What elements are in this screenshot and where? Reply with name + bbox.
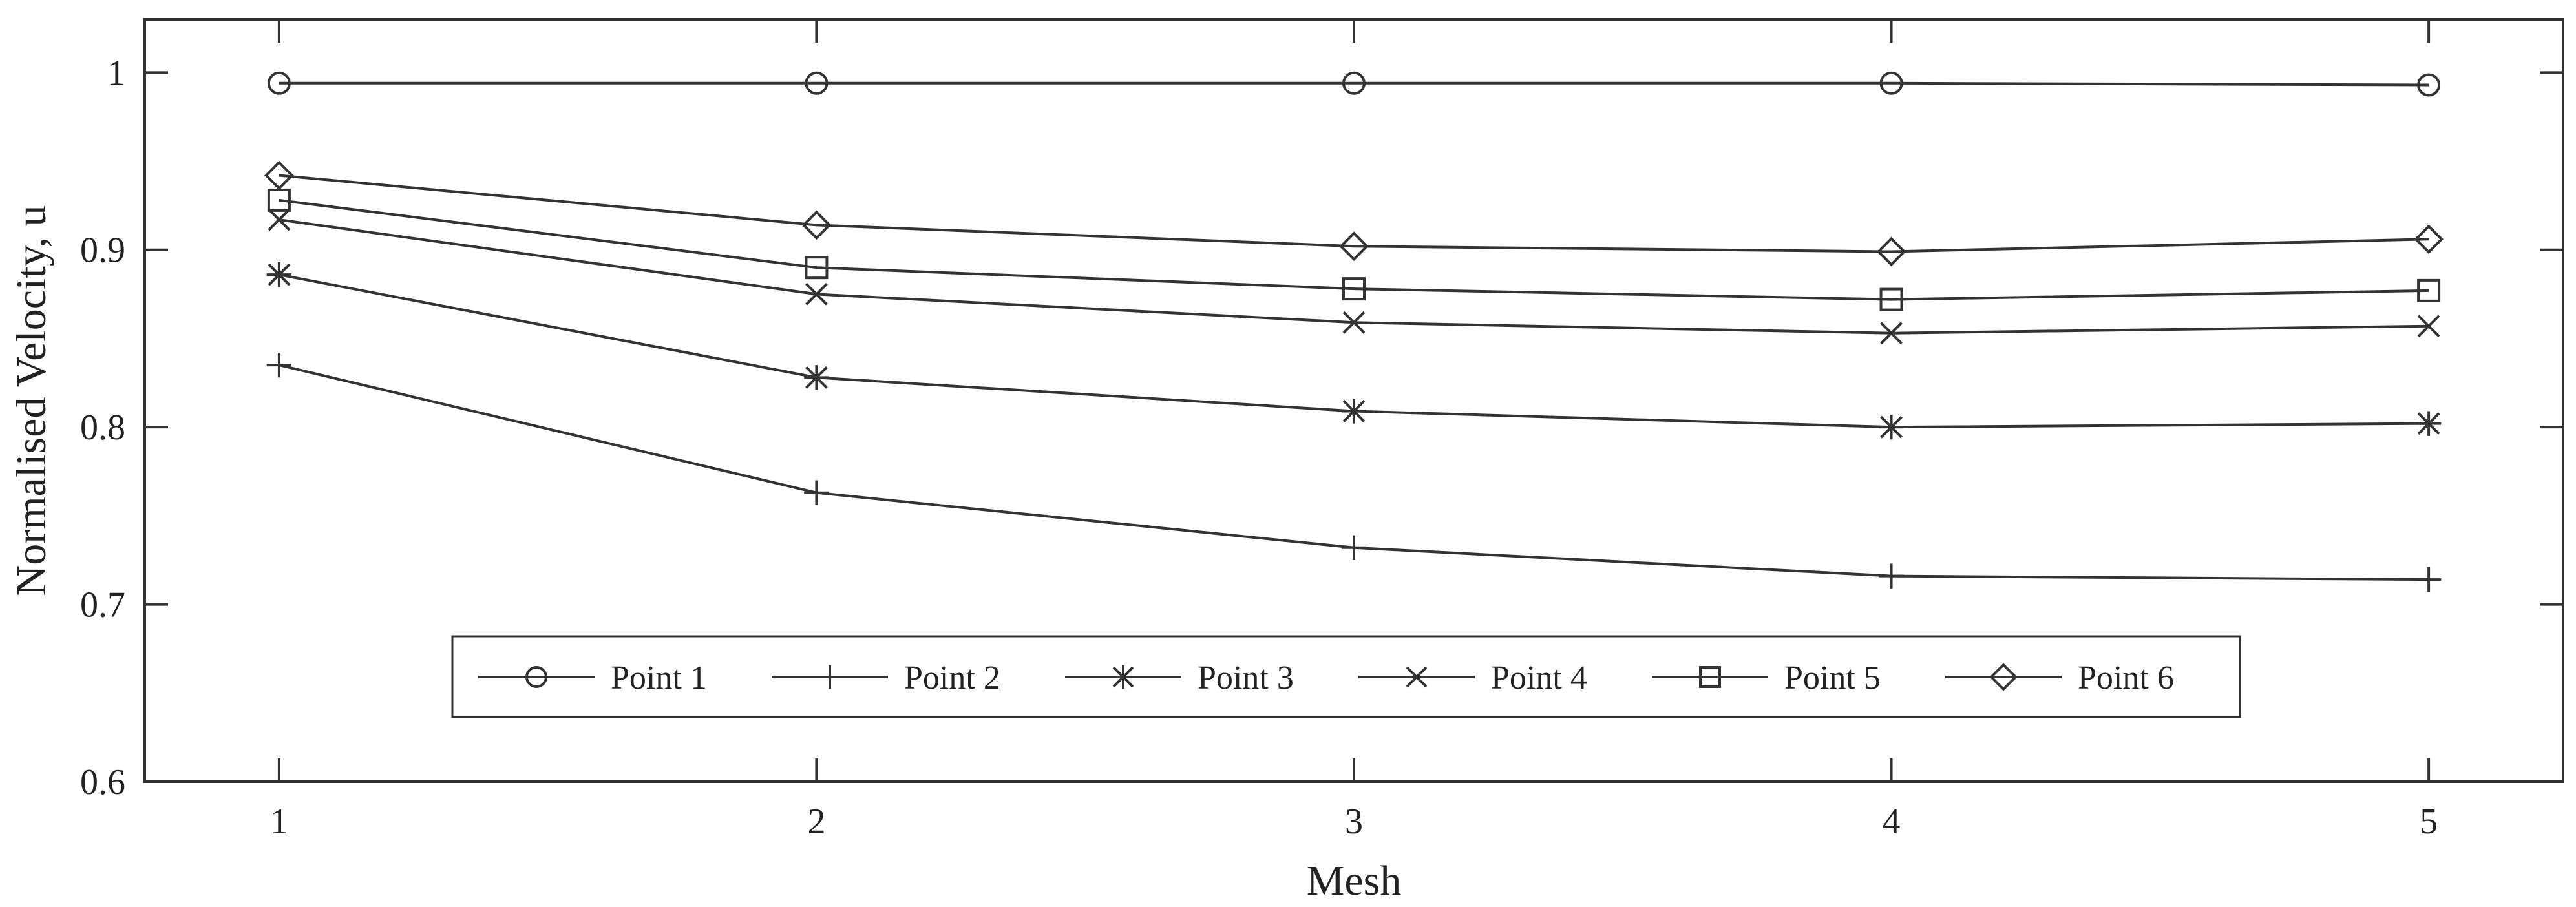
x-axis-label: Mesh (1307, 857, 1402, 904)
legend: Point 1 Point 2 Point 3 Point 4 Point 5 Point… (452, 636, 2240, 717)
legend-label-point-4: Point 4 (1491, 660, 1587, 696)
y-tick-label-0-8: 0.8 (80, 408, 125, 448)
x-tick-label-2: 2 (807, 802, 825, 842)
y-tick-label-0-7: 0.7 (80, 585, 125, 625)
legend-marker-point-3 (1112, 665, 1135, 689)
point-point-3-mesh-3 (1342, 399, 1366, 423)
y-axis-label: Normalised Velocity, u (8, 205, 55, 596)
legend-label-point-6: Point 6 (2078, 660, 2174, 696)
point-point-3-mesh-4 (1879, 415, 1903, 439)
x-tick-label-3: 3 (1345, 802, 1363, 842)
point-point-3-mesh-2 (804, 365, 829, 390)
point-point-3-mesh-5 (2416, 411, 2441, 435)
point-point-3-mesh-1 (267, 262, 291, 287)
legend-label-point-5: Point 5 (1784, 660, 1881, 696)
x-tick-label-5: 5 (2420, 802, 2438, 842)
legend-label-point-2: Point 2 (904, 660, 1000, 696)
y-tick-label-1: 1 (107, 53, 125, 93)
legend-label-point-1: Point 1 (611, 660, 707, 696)
y-tick-label-0-9: 0.9 (80, 231, 125, 271)
x-tick-label-4: 4 (1883, 802, 1901, 842)
x-tick-label-1: 1 (270, 802, 288, 842)
legend-label-point-3: Point 3 (1198, 660, 1294, 696)
y-tick-label-0-6: 0.6 (80, 762, 125, 802)
